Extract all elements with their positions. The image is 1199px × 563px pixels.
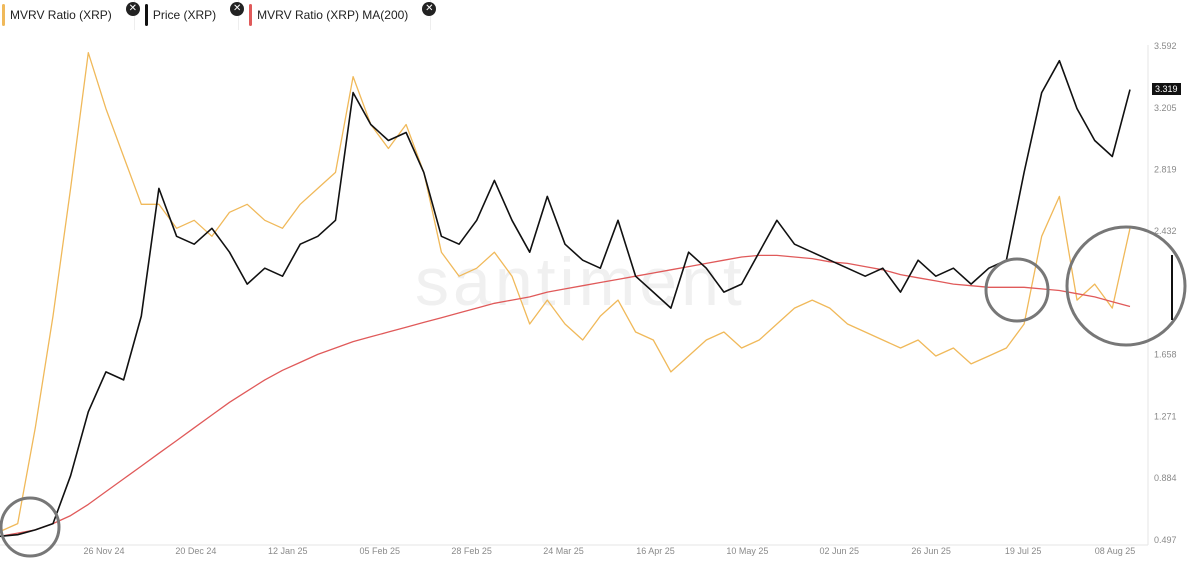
y-tick-label: 1.658 — [1154, 350, 1177, 360]
chart-legend: MVRV Ratio (XRP) ✕ Price (XRP) ✕ MVRV Ra… — [0, 0, 437, 36]
x-tick-label: 19 Jul 25 — [1005, 546, 1042, 556]
highlight-circle — [1065, 225, 1187, 347]
highlight-circle — [984, 257, 1050, 323]
close-icon[interactable]: ✕ — [422, 2, 437, 16]
x-tick-label: 10 May 25 — [726, 546, 768, 556]
x-tick-label: 02 Jun 25 — [819, 546, 859, 556]
y-tick-label: 0.497 — [1154, 535, 1177, 545]
y-tick-label: 0.884 — [1154, 473, 1177, 483]
series-line-price-xrp — [0, 59, 1131, 538]
x-tick-label: 26 Nov 24 — [83, 546, 124, 556]
legend-label-price: Price (XRP) — [152, 8, 217, 22]
series-line-mvrv-ratio-xrp-ma-200 — [0, 254, 1131, 537]
series-line-mvrv-ratio-xrp — [0, 52, 1131, 533]
x-tick-label: 28 Feb 25 — [451, 546, 492, 556]
legend-swatch-price — [144, 4, 148, 26]
legend-item-mvrv-ma200[interactable]: MVRV Ratio (XRP) MA(200) ✕ — [247, 0, 437, 30]
x-tick-label: 20 Dec 24 — [175, 546, 216, 556]
y-axis-ticks: 3.592 3.205 2.819 2.432 1.658 1.271 0.884 0.497 — [1154, 41, 1177, 545]
y-tick-label: 3.205 — [1154, 103, 1177, 113]
highlight-circles — [0, 225, 1187, 558]
legend-swatch-mvrv — [2, 4, 5, 26]
legend-swatch-mvrv-ma200 — [249, 4, 253, 26]
x-tick-label: 05 Feb 25 — [359, 546, 400, 556]
legend-label-mvrv-ma200: MVRV Ratio (XRP) MA(200) — [257, 8, 409, 22]
x-tick-label: 26 Jun 25 — [911, 546, 951, 556]
x-tick-label: 08 Aug 25 — [1095, 546, 1136, 556]
current-price-tag: 3.319 — [1152, 83, 1181, 95]
close-icon[interactable]: ✕ — [230, 2, 245, 16]
x-tick-label: 16 Apr 25 — [636, 546, 675, 556]
legend-item-mvrv[interactable]: MVRV Ratio (XRP) ✕ — [0, 0, 140, 30]
watermark: santiment — [415, 244, 746, 320]
close-icon[interactable]: ✕ — [125, 2, 140, 16]
y-tick-label: 2.819 — [1154, 164, 1177, 174]
legend-label-mvrv: MVRV Ratio (XRP) — [10, 8, 112, 22]
x-tick-label: 12 Jan 25 — [268, 546, 308, 556]
x-axis-ticks: 26 Nov 24 20 Dec 24 12 Jan 25 05 Feb 25 28 F… — [83, 546, 1135, 556]
y-tick-label: 1.271 — [1154, 411, 1177, 421]
y-tick-label: 2.432 — [1154, 226, 1177, 236]
y-tick-label: 3.592 — [1154, 41, 1177, 51]
series-group — [0, 52, 1131, 538]
highlight-circle — [0, 496, 61, 558]
legend-item-price[interactable]: Price (XRP) ✕ — [142, 0, 245, 30]
x-tick-label: 24 Mar 25 — [543, 546, 584, 556]
